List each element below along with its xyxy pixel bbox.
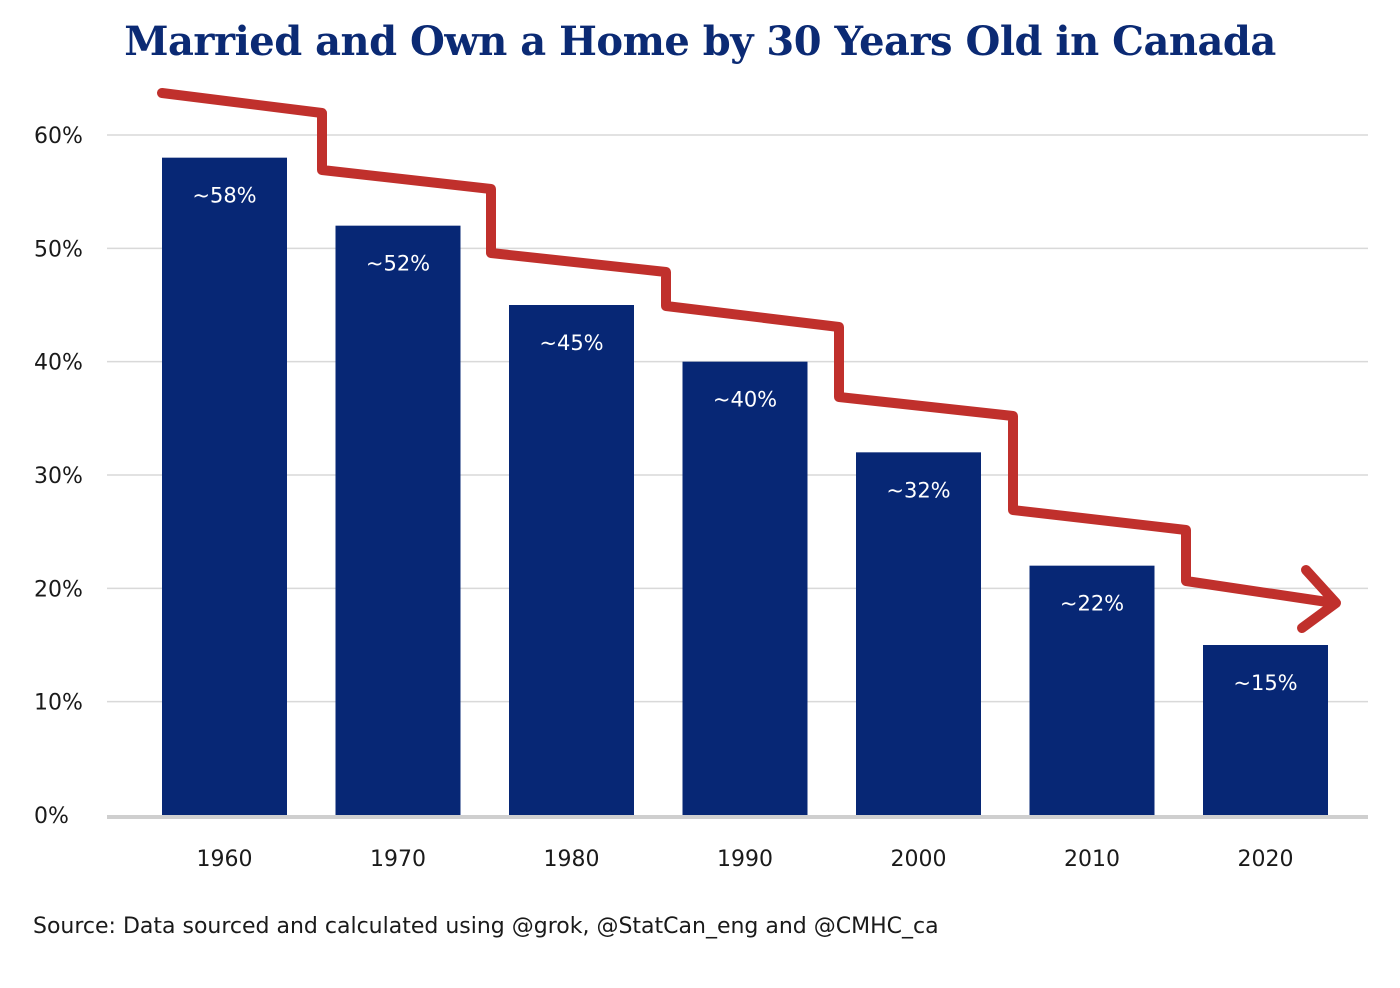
data-label: ~45% (539, 331, 603, 355)
x-tick-label: 2000 (891, 847, 947, 872)
bar-2020 (1203, 645, 1328, 815)
y-tick-label: 30% (34, 464, 83, 489)
data-label: ~15% (1233, 671, 1297, 695)
y-tick-label: 10% (34, 691, 83, 716)
x-tick-label: 1990 (717, 847, 773, 872)
x-tick-label: 1960 (197, 847, 253, 872)
bar-1990 (682, 361, 808, 815)
data-label: ~22% (1060, 592, 1124, 616)
bar-1960 (162, 157, 287, 815)
bar-2000 (856, 452, 981, 815)
bar-2010 (1029, 565, 1155, 815)
data-label: ~40% (713, 388, 777, 412)
bars: ~58% ~52% ~45% ~40% ~32% ~22% ~15% (162, 157, 1328, 815)
source-note: Source: Data sourced and calculated usin… (33, 914, 939, 939)
y-tick-label: 40% (34, 351, 83, 376)
y-tick-label: 0% (34, 804, 69, 829)
data-label: ~52% (366, 252, 430, 276)
chart-title: Married and Own a Home by 30 Years Old i… (124, 18, 1276, 65)
data-label: ~32% (886, 478, 950, 502)
axes: 0% 10% 20% 30% 40% 50% 60% 1960 1970 1980 1990 2000… (34, 124, 1368, 872)
bar-1970 (335, 225, 461, 815)
bar-1980 (509, 305, 634, 815)
x-tick-label: 1980 (544, 847, 600, 872)
x-tick-label: 2010 (1064, 847, 1120, 872)
y-tick-label: 20% (34, 577, 83, 602)
y-tick-label: 50% (34, 237, 83, 262)
trend-arrow-line (157, 88, 1339, 608)
trend-arrow-head (1297, 565, 1341, 633)
data-label: ~58% (192, 184, 256, 208)
x-tick-label: 1970 (370, 847, 426, 872)
x-tick-label: 2020 (1238, 847, 1294, 872)
trend-arrow (157, 88, 1341, 633)
y-tick-label: 60% (34, 124, 83, 149)
